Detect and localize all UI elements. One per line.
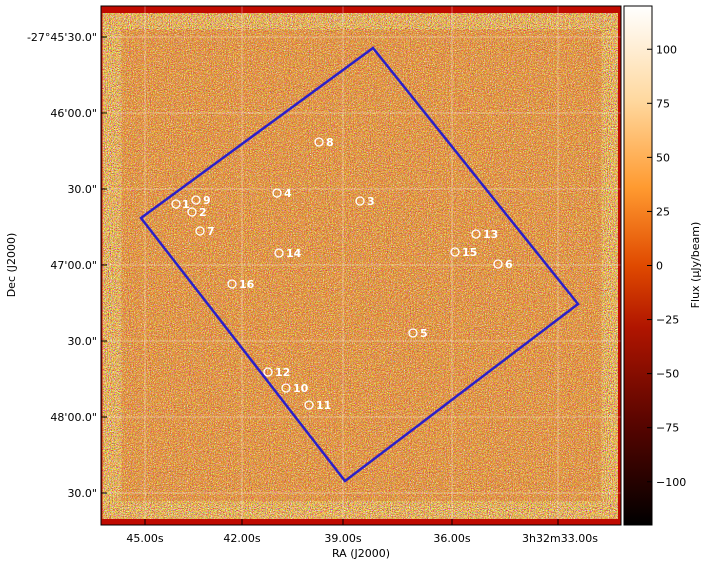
map-area bbox=[101, 6, 621, 525]
colorbar-tick-label: −75 bbox=[656, 422, 679, 435]
colorbar-title: Flux (μJy/beam) bbox=[689, 222, 702, 309]
source-circle-14 bbox=[274, 248, 284, 258]
source-circle-8 bbox=[314, 137, 324, 147]
y-tick-label: 30.0" bbox=[67, 487, 97, 500]
source-label-13: 13 bbox=[483, 228, 498, 241]
source-circle-9 bbox=[191, 195, 201, 205]
source-circle-6 bbox=[493, 259, 503, 269]
y-tick-label: 30.0" bbox=[67, 183, 97, 196]
source-label-9: 9 bbox=[203, 194, 211, 207]
y-axis bbox=[101, 36, 107, 494]
x-tick-label: 36.00s bbox=[433, 532, 470, 545]
y-tick-label: 48'00.0" bbox=[50, 411, 97, 424]
source-label-5: 5 bbox=[420, 327, 428, 340]
colorbar-tick-label: −100 bbox=[656, 476, 686, 489]
source-circle-5 bbox=[408, 328, 418, 338]
source-circle-1 bbox=[171, 199, 181, 209]
source-circle-4 bbox=[272, 188, 282, 198]
x-tick-label: 42.00s bbox=[223, 532, 260, 545]
colorbar-tick-label: 0 bbox=[656, 260, 663, 273]
colorbar-tick-label: −50 bbox=[656, 368, 679, 381]
source-circle-3 bbox=[355, 196, 365, 206]
colorbar-ticks: 100 75 50 25 0 −25 −50 −75 −100 bbox=[647, 43, 686, 489]
y-tick-label: 30.0" bbox=[67, 335, 97, 348]
x-tick-label: 39.00s bbox=[324, 532, 361, 545]
colorbar-tick-label: 75 bbox=[656, 97, 670, 110]
colorbar-tick-label: 50 bbox=[656, 151, 670, 164]
colorbar-tick-label: 100 bbox=[656, 43, 677, 56]
source-label-7: 7 bbox=[207, 225, 215, 238]
source-circle-12 bbox=[263, 367, 273, 377]
x-axis bbox=[144, 519, 559, 525]
source-circle-15 bbox=[450, 247, 460, 257]
source-markers bbox=[171, 137, 503, 410]
source-label-2: 2 bbox=[199, 206, 207, 219]
x-tick-label: 45.00s bbox=[126, 532, 163, 545]
x-tick-label: 3h32m33.00s bbox=[522, 532, 598, 545]
grid bbox=[101, 6, 621, 525]
source-label-12: 12 bbox=[275, 366, 290, 379]
colorbar-tick-label: −25 bbox=[656, 314, 679, 327]
noise-inner-region bbox=[121, 29, 602, 501]
source-label-6: 6 bbox=[505, 258, 513, 271]
source-circle-11 bbox=[304, 400, 314, 410]
x-axis-title: RA (J2000) bbox=[332, 547, 390, 560]
source-circle-13 bbox=[471, 229, 481, 239]
y-tick-label: 46'00.0" bbox=[50, 107, 97, 120]
source-circle-16 bbox=[227, 279, 237, 289]
source-label-15: 15 bbox=[462, 246, 477, 259]
source-circle-10 bbox=[281, 383, 291, 393]
source-label-14: 14 bbox=[286, 247, 302, 260]
source-label-16: 16 bbox=[239, 278, 255, 291]
y-tick-label: 47'00.0" bbox=[50, 259, 97, 272]
source-labels: 1 2 3 4 5 6 7 8 9 10 11 12 13 14 15 16 bbox=[182, 136, 513, 412]
y-tick-label: -27°45'30.0" bbox=[27, 31, 97, 44]
source-label-1: 1 bbox=[182, 198, 190, 211]
source-label-3: 3 bbox=[367, 195, 375, 208]
source-circle-2 bbox=[187, 207, 197, 217]
survey-footprint bbox=[139, 46, 580, 483]
source-label-10: 10 bbox=[293, 382, 309, 395]
source-label-8: 8 bbox=[326, 136, 334, 149]
source-label-4: 4 bbox=[284, 187, 292, 200]
colorbar-tick-label: 25 bbox=[656, 205, 670, 218]
source-circle-7 bbox=[195, 226, 205, 236]
y-axis-title: Dec (J2000) bbox=[5, 233, 18, 298]
source-label-11: 11 bbox=[316, 399, 331, 412]
